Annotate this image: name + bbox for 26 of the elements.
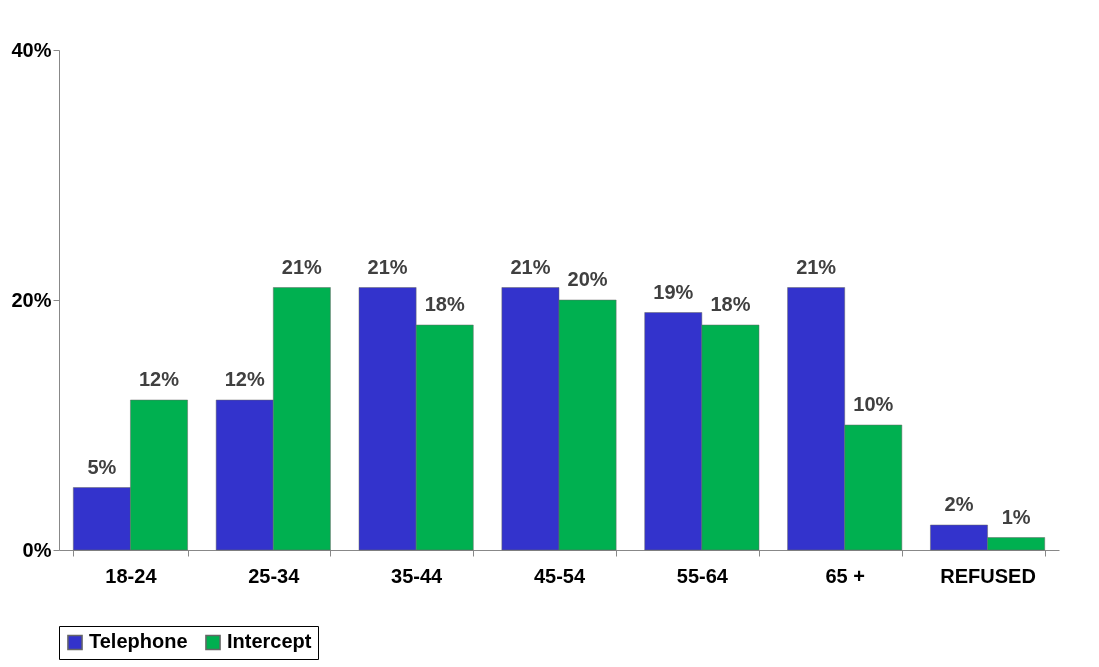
data-label: 19% bbox=[653, 280, 694, 303]
data-label: 18% bbox=[424, 293, 465, 315]
data-label: 21% bbox=[510, 255, 551, 278]
x-tick-label: 45-54 bbox=[533, 564, 586, 587]
y-tick-label: 0% bbox=[22, 538, 52, 561]
x-tick-label: REFUSED bbox=[940, 564, 1036, 587]
data-label: 21% bbox=[796, 255, 837, 278]
data-label: 5% bbox=[87, 455, 117, 478]
data-label: 12% bbox=[138, 368, 180, 390]
y-tick-label: 20% bbox=[11, 288, 52, 311]
data-label: 18% bbox=[710, 293, 751, 315]
data-label: 20% bbox=[567, 268, 608, 290]
y-tick-label: 40% bbox=[11, 38, 52, 61]
x-tick-label: 55-64 bbox=[676, 564, 729, 587]
x-tick-label: 25-34 bbox=[248, 564, 301, 587]
data-label: 12% bbox=[224, 368, 265, 390]
data-label: 21% bbox=[367, 255, 408, 278]
legend-label: Intercept bbox=[227, 630, 312, 653]
data-label: 10% bbox=[853, 393, 894, 415]
legend-label: Telephone bbox=[89, 630, 188, 653]
data-label: 2% bbox=[944, 493, 974, 515]
x-tick-label: 65 + bbox=[825, 564, 865, 587]
data-label: 21% bbox=[281, 255, 323, 278]
x-tick-label: 18-24 bbox=[105, 564, 158, 587]
data-label: 1% bbox=[1001, 505, 1031, 528]
x-tick-label: 35-44 bbox=[391, 564, 444, 587]
